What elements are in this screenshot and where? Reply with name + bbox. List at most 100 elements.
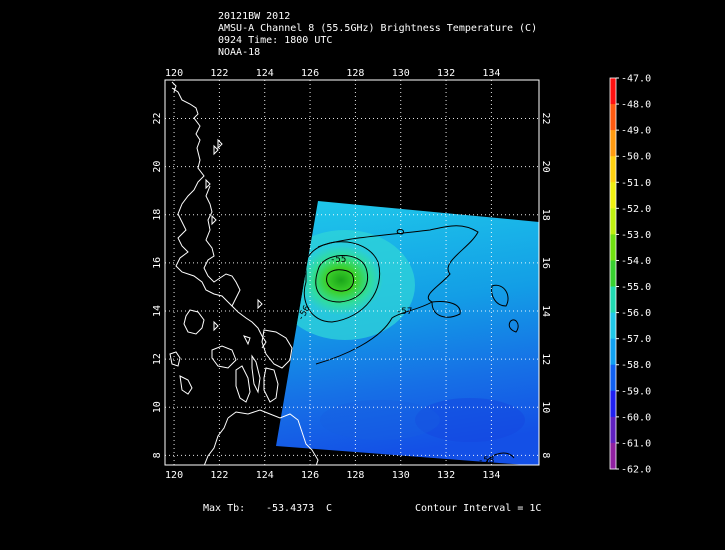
contour-55: [315, 255, 368, 303]
contour-57-e: [396, 229, 405, 235]
contour-label: -58: [478, 456, 494, 466]
contour-57-d: [508, 319, 519, 333]
colorbar-swatch: [610, 260, 616, 288]
colorbar-label: -62.0: [621, 465, 651, 476]
title-line-3: 0924 Time: 1800 UTC: [218, 35, 333, 46]
contour-interval: Contour Interval = 1C: [415, 503, 542, 514]
lat-tick-label-left: 18: [152, 209, 163, 221]
samar-coast: [261, 329, 293, 369]
contours: [303, 225, 519, 463]
lat-tick-label-right: 22: [540, 112, 551, 124]
coastline-layer: [169, 81, 319, 465]
colorbar-label: -59.0: [621, 386, 651, 397]
contour-label: -55: [330, 255, 346, 265]
colorbar-label: -49.0: [621, 126, 651, 137]
colorbar-swatch: [610, 416, 616, 444]
max-tb-label: Max Tb:: [203, 503, 246, 514]
colorbar-label: -51.0: [621, 178, 651, 189]
lon-tick-label-top: 134: [482, 68, 500, 79]
bicol-coast: [231, 305, 267, 349]
contour-57: [315, 225, 479, 365]
map-frame: [164, 79, 540, 466]
lat-labels-right: 8 10 12 14 16 18 20 22: [540, 112, 551, 458]
negros-coast: [235, 365, 251, 403]
colorbar-swatch: [610, 338, 616, 366]
max-tb-value: -53.4373: [266, 503, 315, 514]
lat-tick-label-right: 16: [540, 257, 551, 269]
mindoro-coast: [183, 309, 205, 335]
title-line-4: NOAA-18: [218, 47, 261, 58]
leyte-coast: [263, 367, 279, 403]
palawan-coast: [169, 351, 193, 395]
small-islands: [205, 138, 263, 346]
lon-tick-label-bottom: 130: [392, 470, 410, 481]
colorbar: -47.0 -48.0 -49.0 -50.0 -51.0 -52.0 -53.0 -54.0…: [609, 74, 651, 476]
lon-tick-label-bottom: 126: [301, 470, 319, 481]
lon-tick-label-bottom: 134: [482, 470, 500, 481]
lat-tick-label-left: 20: [152, 161, 163, 173]
luzon-coast: [171, 87, 241, 307]
colorbar-label: -57.0: [621, 334, 651, 345]
lon-tick-label-top: 124: [256, 68, 274, 79]
cebu-coast: [251, 354, 261, 394]
contour-57-b: [431, 301, 461, 318]
contour-57-c: [491, 284, 509, 307]
contour-55-inner: [326, 269, 354, 292]
lon-tick-label-top: 128: [346, 68, 364, 79]
contour-56: [303, 241, 381, 323]
colorbar-swatch: [610, 208, 616, 235]
lat-lon-grid: [165, 80, 539, 465]
lat-tick-label-right: 12: [540, 353, 551, 365]
lat-tick-label-left: 10: [152, 401, 163, 413]
colorbar-swatch: [610, 390, 616, 418]
colorbar-label: -47.0: [621, 74, 651, 85]
lat-labels-left: 8 10 12 14 16 18 20 22: [152, 112, 163, 458]
lon-labels-top: 120 122 124 126 128 130 132 134: [165, 68, 500, 79]
lon-tick-label-bottom: 122: [210, 470, 228, 481]
title-line-2: AMSU-A Channel 8 (55.5GHz) Brightness Te…: [218, 23, 538, 34]
lat-tick-label-left: 22: [152, 112, 163, 124]
lon-tick-label-top: 126: [301, 68, 319, 79]
colorbar-label: -53.0: [621, 230, 651, 241]
lon-tick-label-bottom: 132: [437, 470, 455, 481]
colorbar-label: -48.0: [621, 100, 651, 111]
lat-tick-label-right: 10: [540, 401, 551, 413]
lon-tick-label-top: 132: [437, 68, 455, 79]
lat-tick-label-left: 14: [152, 305, 163, 317]
colorbar-swatch: [610, 130, 616, 157]
mindanao-coast: [203, 409, 319, 465]
colorbar-frame: [609, 77, 617, 470]
contour-label: -57: [396, 307, 412, 317]
colorbar-swatch: [610, 312, 616, 340]
colorbar-label: -56.0: [621, 308, 651, 319]
lon-tick-label-bottom: 120: [165, 470, 183, 481]
colorbar-swatch: [610, 364, 616, 392]
max-tb-unit: C: [326, 503, 333, 514]
lat-tick-label-right: 18: [540, 209, 551, 221]
lon-tick-label-top: 130: [392, 68, 410, 79]
lat-tick-label-right: 14: [540, 305, 551, 317]
lon-tick-label-bottom: 128: [346, 470, 364, 481]
colorbar-label: -55.0: [621, 282, 651, 293]
colorbar-label: -58.0: [621, 360, 651, 371]
panay-coast: [211, 345, 237, 369]
contour-58-s: [485, 452, 515, 463]
colorbar-label: -61.0: [621, 438, 651, 449]
cold-patch-se: [415, 398, 525, 442]
cold-patch-s: [320, 400, 440, 440]
lon-tick-label-top: 120: [165, 68, 183, 79]
colorbar-swatch: [610, 182, 616, 209]
colorbar-swatch: [610, 234, 616, 261]
colorbar-swatch: [610, 156, 616, 183]
colorbar-swatch: [610, 442, 616, 470]
colorbar-label: -50.0: [621, 152, 651, 163]
lon-tick-label-bottom: 124: [256, 470, 274, 481]
lon-tick-label-top: 122: [210, 68, 228, 79]
lat-tick-label-right: 8: [540, 452, 551, 458]
colorbar-swatch: [610, 286, 616, 314]
lat-tick-label-right: 20: [540, 161, 551, 173]
colorbar-label: -60.0: [621, 412, 651, 423]
swath-layer: [276, 201, 539, 465]
colorbar-label: -54.0: [621, 256, 651, 267]
